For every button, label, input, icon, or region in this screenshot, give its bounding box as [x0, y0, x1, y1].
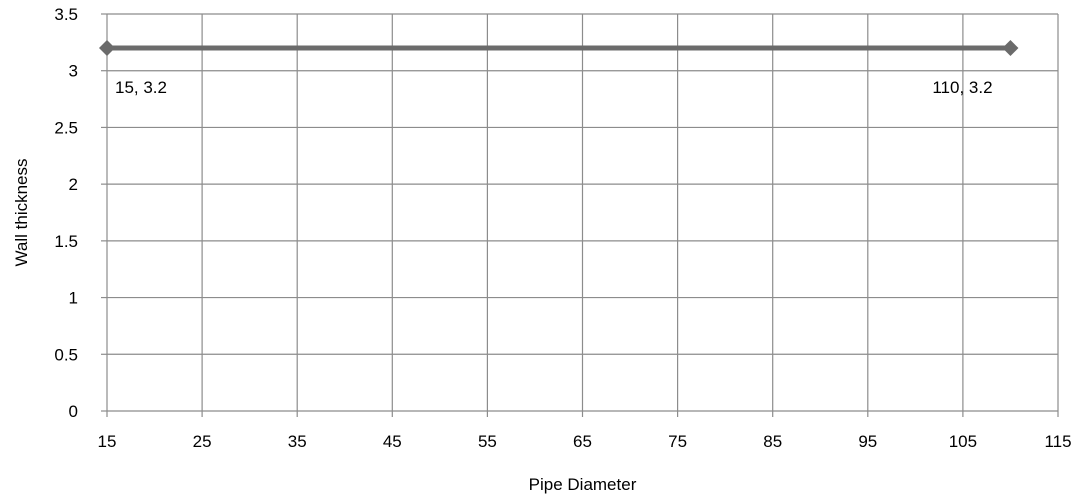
y-tick-label: 2: [69, 175, 78, 194]
x-tick-label: 65: [573, 432, 592, 451]
x-tick-label: 115: [1044, 432, 1071, 451]
y-tick-label: 3.5: [54, 5, 78, 24]
y-tick-labels: 0 0.5 1 1.5 2 2.5 3 3.5: [54, 5, 78, 421]
x-axis-title: Pipe Diameter: [529, 475, 637, 494]
data-label: 110, 3.2: [932, 78, 992, 97]
y-tick-label: 0: [69, 402, 78, 421]
y-tick-label: 0.5: [54, 345, 78, 364]
x-tick-label: 35: [288, 432, 307, 451]
x-tick-label: 95: [858, 432, 877, 451]
y-tick-label: 3: [69, 62, 78, 81]
grid: [107, 13, 1059, 411]
x-tick-label: 105: [949, 432, 977, 451]
data-point-marker: [1002, 40, 1019, 57]
data-labels: 15, 3.2 110, 3.2: [115, 78, 993, 97]
data-point-marker: [99, 40, 115, 57]
y-tick-label: 1.5: [54, 232, 78, 251]
data-label: 15, 3.2: [115, 78, 167, 97]
x-tick-label: 85: [763, 432, 782, 451]
x-tick-label: 25: [193, 432, 212, 451]
x-tick-label: 75: [668, 432, 687, 451]
y-tick-label: 1: [69, 289, 78, 308]
series: [99, 40, 1019, 57]
y-tick-label: 2.5: [54, 118, 78, 137]
y-axis-title: Wall thickness: [12, 158, 31, 266]
x-tick-label: 55: [478, 432, 497, 451]
axes: [101, 13, 1059, 417]
x-tick-label: 45: [383, 432, 402, 451]
x-tick-labels: 15 25 35 45 55 65 75 85 95 105 115: [98, 432, 1072, 451]
x-tick-label: 15: [98, 432, 117, 451]
